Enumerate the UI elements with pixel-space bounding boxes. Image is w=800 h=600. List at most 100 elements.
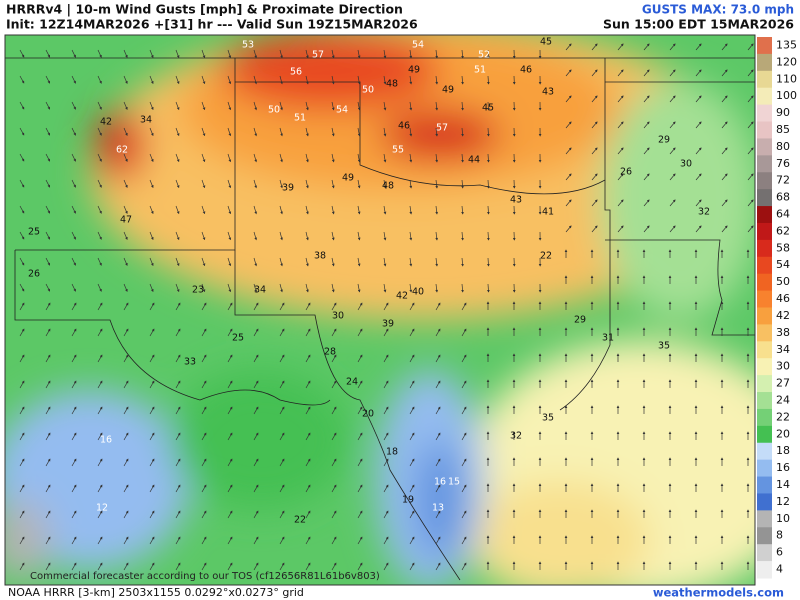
wind-arrow xyxy=(383,380,389,389)
wind-arrow xyxy=(383,153,387,163)
wind-arrow xyxy=(409,432,415,441)
wind-arrow xyxy=(19,283,25,292)
wind-arrow xyxy=(45,562,51,571)
wind-arrow xyxy=(175,510,181,519)
wind-arrow xyxy=(565,43,572,51)
wind-arrow xyxy=(97,432,103,441)
wind-arrow xyxy=(747,69,754,77)
wind-arrow xyxy=(19,510,25,519)
wind-arrow xyxy=(435,328,441,337)
wind-arrow xyxy=(357,127,361,137)
gust-label: 33 xyxy=(184,357,196,368)
wind-arrow xyxy=(331,283,335,293)
wind-arrow xyxy=(409,302,415,311)
wind-arrow xyxy=(461,101,464,111)
wind-arrow xyxy=(409,75,413,85)
wind-arrow xyxy=(279,49,283,59)
wind-arrow xyxy=(721,121,728,129)
wind-arrow xyxy=(227,231,232,241)
wind-arrow xyxy=(747,147,754,155)
wind-arrow xyxy=(721,225,728,233)
wind-arrow xyxy=(97,328,103,337)
wind-arrow xyxy=(149,484,155,493)
wind-arrow xyxy=(253,380,259,389)
wind-arrow xyxy=(149,380,155,389)
wind-arrow xyxy=(747,43,754,51)
wind-arrow xyxy=(409,101,413,111)
wind-arrow xyxy=(45,354,51,363)
wind-arrow xyxy=(357,406,363,415)
wind-arrow xyxy=(149,536,155,545)
wind-arrow xyxy=(591,225,598,233)
wind-arrow xyxy=(695,199,702,207)
wind-arrow xyxy=(201,283,206,293)
wind-arrow xyxy=(175,562,181,571)
wind-arrow xyxy=(461,205,464,215)
wind-arrow xyxy=(357,328,363,337)
wind-arrow xyxy=(487,49,490,59)
gust-label: 15 xyxy=(448,477,460,488)
wind-arrow xyxy=(201,302,207,311)
wind-arrow xyxy=(253,283,258,293)
wind-arrow xyxy=(331,75,335,85)
colorbar-swatch xyxy=(757,155,772,173)
wind-arrow xyxy=(19,49,25,58)
wind-arrow xyxy=(71,231,76,240)
wind-arrow xyxy=(175,283,180,293)
wind-arrow xyxy=(461,458,467,467)
wind-arrow xyxy=(435,562,441,571)
wind-arrow xyxy=(19,153,25,162)
wind-arrow xyxy=(331,354,337,363)
site-link[interactable]: weathermodels.com xyxy=(653,586,784,600)
wind-arrow xyxy=(45,302,51,311)
wind-arrow xyxy=(175,101,180,111)
gust-label: 46 xyxy=(520,65,532,76)
wind-arrow xyxy=(19,257,25,266)
colorbar-swatch xyxy=(757,324,772,342)
colorbar-swatch xyxy=(757,87,772,106)
wind-arrow xyxy=(19,562,25,571)
gust-label: 32 xyxy=(510,431,522,442)
wind-arrow xyxy=(565,121,572,129)
wind-arrow xyxy=(97,354,103,363)
wind-arrow xyxy=(669,147,676,155)
wind-arrow xyxy=(461,302,467,311)
wind-arrow xyxy=(461,536,467,545)
wind-arrow xyxy=(71,354,77,363)
wind-arrow xyxy=(71,153,76,162)
colorbar-swatch xyxy=(757,408,772,427)
wind-arrow xyxy=(227,179,232,189)
wind-arrow xyxy=(643,95,650,103)
wind-arrow xyxy=(279,302,285,311)
wind-arrow xyxy=(305,536,311,545)
wind-arrow xyxy=(71,562,77,571)
wind-arrow xyxy=(643,225,650,233)
wind-arrow xyxy=(435,406,441,415)
gust-label: 35 xyxy=(542,413,554,424)
wind-arrow xyxy=(591,43,598,51)
gust-label: 50 xyxy=(362,85,374,96)
colorbar-swatch xyxy=(757,239,772,258)
gust-label: 45 xyxy=(482,103,494,114)
wind-arrow xyxy=(409,205,413,215)
gust-label: 12 xyxy=(96,503,108,514)
wind-arrow xyxy=(461,354,467,363)
wind-arrow xyxy=(97,283,102,292)
wind-arrow xyxy=(253,354,259,363)
gust-label: 38 xyxy=(314,251,326,262)
wind-arrow xyxy=(201,536,207,545)
wind-arrow xyxy=(71,328,77,337)
gust-label: 45 xyxy=(540,37,552,48)
wind-arrow xyxy=(331,328,337,337)
wind-arrow xyxy=(721,95,728,103)
wind-arrow xyxy=(71,283,76,292)
colorbar-label: 85 xyxy=(776,123,790,136)
wind-arrow xyxy=(383,406,389,415)
wind-arrow xyxy=(591,173,598,181)
gust-label: 49 xyxy=(342,173,354,184)
wind-arrow xyxy=(227,510,233,519)
wind-arrow xyxy=(71,432,77,441)
colorbar-label: 12 xyxy=(776,495,790,508)
wind-arrow xyxy=(97,406,103,415)
wind-arrow xyxy=(71,101,76,110)
